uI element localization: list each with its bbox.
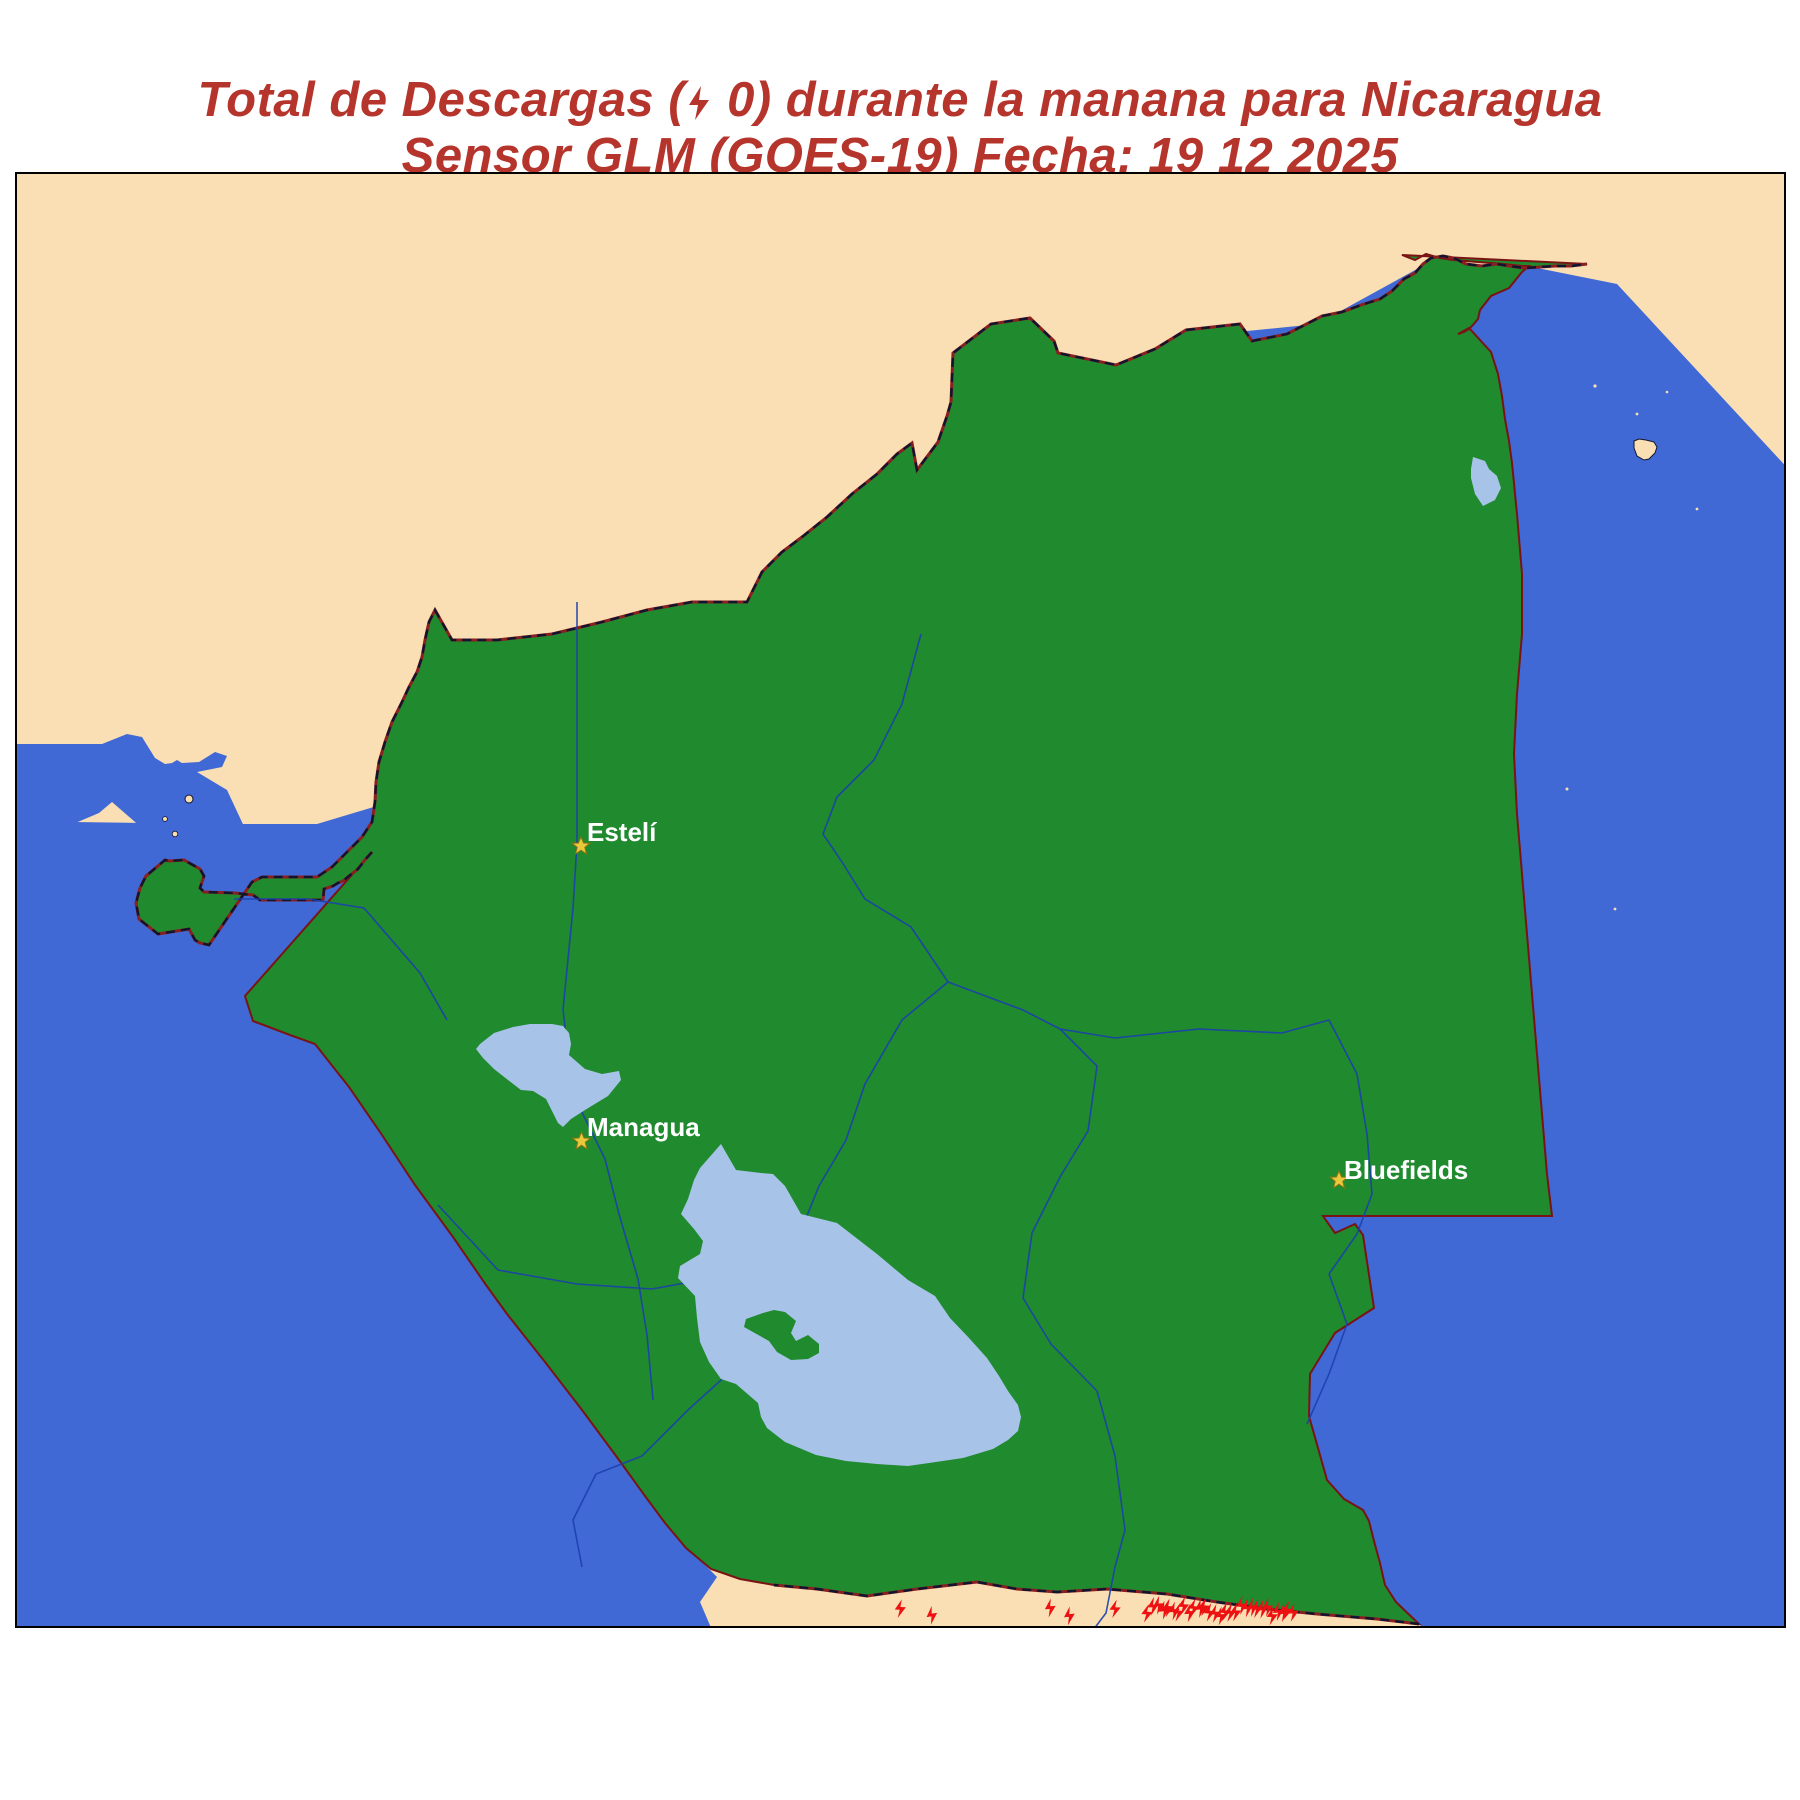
svg-text:Managua: Managua <box>587 1112 700 1142</box>
svg-text:Estelí: Estelí <box>587 817 657 847</box>
svg-text:Bluefields: Bluefields <box>1344 1155 1468 1185</box>
